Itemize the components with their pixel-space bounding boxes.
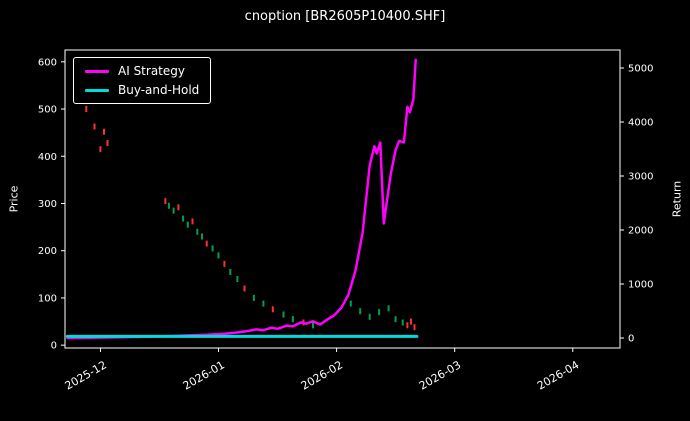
legend-item-ai-strategy: AI Strategy — [85, 65, 199, 77]
right-axis-tick-label: 1000 — [628, 280, 653, 291]
price-mark-down — [243, 285, 246, 292]
right-axis-tick-label: 5000 — [628, 63, 653, 74]
price-mark-down — [271, 306, 274, 313]
price-mark-up — [236, 276, 239, 282]
buy-and-hold-line-swatch — [85, 88, 109, 92]
price-mark-up — [182, 215, 185, 222]
ai-strategy-line — [66, 58, 417, 340]
price-mark-down — [177, 204, 180, 211]
left-axis-tick-label: 600 — [38, 57, 57, 68]
price-mark-up — [394, 316, 397, 323]
price-mark-down — [191, 218, 194, 225]
x-axis-tick-label: 2026-02 — [299, 358, 345, 392]
left-axis-tick-label: 100 — [38, 293, 57, 304]
x-axis-tick-label: 2026-04 — [535, 358, 581, 392]
legend-label-buy-and-hold: Buy-and-Hold — [118, 83, 200, 97]
legend: AI Strategy Buy-and-Hold — [73, 57, 212, 104]
price-mark-down — [164, 198, 167, 205]
ai-strategy-line-swatch — [85, 69, 109, 73]
left-axis-tick-label: 300 — [38, 199, 57, 210]
price-mark-down — [406, 322, 409, 329]
price-mark-up — [211, 245, 214, 252]
price-mark-up — [312, 322, 314, 329]
plot-border — [64, 49, 621, 349]
price-mark-up — [167, 202, 170, 209]
chart-title: cnoption [BR2605P10400.SHF] — [244, 9, 446, 24]
price-mark-up — [387, 305, 390, 312]
price-mark-up — [201, 233, 203, 240]
price-mark-up — [349, 300, 352, 307]
x-axis-tick-label: 2026-03 — [417, 358, 463, 392]
price-mark-up — [359, 308, 362, 315]
price-mark-up — [262, 300, 265, 307]
left-axis-tick-label: 0 — [51, 341, 57, 352]
price-mark-down — [413, 324, 416, 331]
right-axis-tick-label: 2000 — [628, 225, 653, 236]
price-mark-down — [93, 123, 96, 130]
price-mark-up — [172, 207, 175, 214]
price-mark-down — [205, 240, 208, 247]
price-mark-up — [401, 319, 404, 326]
x-axis-tick-label: 2026-01 — [181, 358, 227, 392]
price-mark-down — [106, 140, 109, 146]
x-axis-tick-label: 2025-12 — [63, 358, 109, 392]
price-mark-up — [217, 252, 220, 259]
price-mark-up — [252, 294, 255, 301]
price-mark-up — [229, 269, 232, 275]
price-mark-up — [378, 309, 381, 316]
price-mark-down — [99, 146, 102, 153]
price-mark-up — [282, 311, 285, 318]
price-mark-down — [410, 318, 412, 325]
right-axis-tick-label: 4000 — [628, 117, 653, 128]
price-mark-up — [368, 313, 371, 320]
right-axis-tick-label: 3000 — [628, 171, 653, 182]
legend-label-ai-strategy: AI Strategy — [118, 64, 185, 78]
right-axis-tick-label: 0 — [628, 334, 634, 345]
left-axis-tick-label: 200 — [38, 246, 57, 257]
price-mark-up — [291, 316, 294, 323]
price-mark-up — [186, 221, 189, 228]
left-axis-tick-label: 500 — [38, 105, 57, 116]
left-axis-tick-label: 400 — [38, 152, 57, 163]
price-mark-up — [196, 228, 199, 235]
price-mark-down — [85, 106, 88, 112]
legend-item-buy-and-hold: Buy-and-Hold — [85, 84, 199, 96]
price-mark-down — [223, 260, 226, 267]
price-mark-down — [103, 128, 105, 135]
